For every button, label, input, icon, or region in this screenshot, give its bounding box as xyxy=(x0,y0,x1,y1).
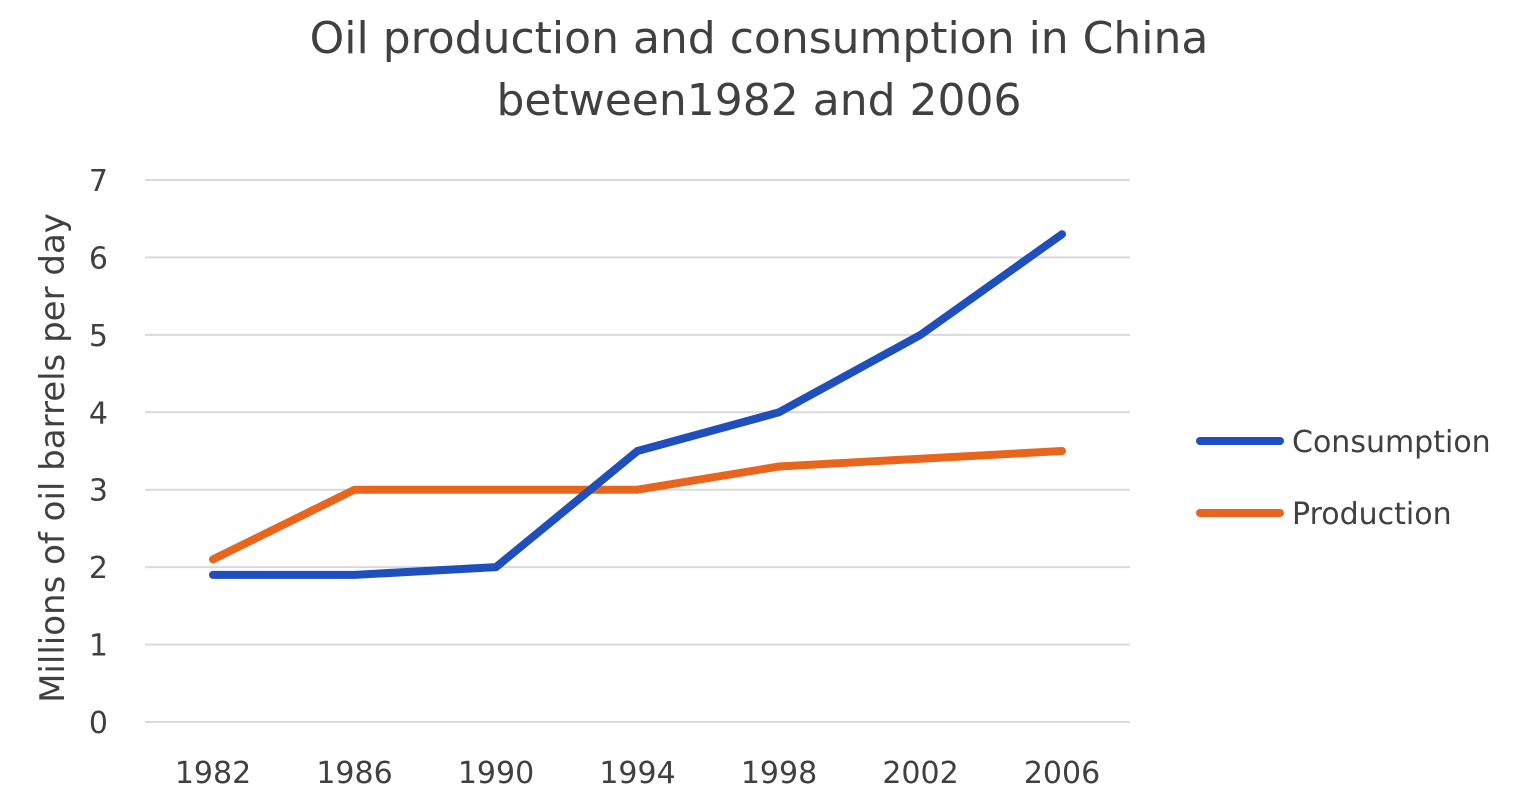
legend-label: Production xyxy=(1292,497,1452,532)
series-line-consumption xyxy=(209,230,1066,579)
y-tick-label: 1 xyxy=(89,629,108,664)
x-tick-label: 1998 xyxy=(741,756,817,791)
x-tick-label: 1982 xyxy=(175,756,251,791)
y-tick-label: 2 xyxy=(89,551,108,586)
y-tick-label: 3 xyxy=(89,474,108,509)
y-tick-label: 6 xyxy=(89,241,108,276)
x-axis-ticks: 1982 1986 1990 1994 1998 2002 2006 xyxy=(175,756,1100,791)
series-lines xyxy=(209,230,1066,579)
chart-title-line-1: Oil production and consumption in China xyxy=(309,13,1209,64)
y-tick-label: 4 xyxy=(89,396,108,431)
legend-label: Consumption xyxy=(1292,425,1491,460)
x-tick-label: 1994 xyxy=(599,756,675,791)
chart-title-line-2: between1982 and 2006 xyxy=(496,75,1022,126)
x-tick-label: 2002 xyxy=(882,756,958,791)
y-axis-ticks: 0 1 2 3 4 5 6 7 xyxy=(89,164,108,741)
x-tick-label: 1986 xyxy=(316,756,392,791)
legend-item-production: Production xyxy=(1196,497,1452,532)
legend-item-consumption: Consumption xyxy=(1196,425,1491,460)
series-line-production xyxy=(209,447,1066,564)
y-tick-label: 0 xyxy=(89,706,108,741)
x-tick-label: 1990 xyxy=(458,756,534,791)
y-axis-label: Millions of oil barrels per day xyxy=(33,213,73,703)
gridlines xyxy=(145,179,1130,723)
legend: Consumption Production xyxy=(1196,425,1491,532)
y-tick-label: 7 xyxy=(89,164,108,199)
x-tick-label: 2006 xyxy=(1024,756,1100,791)
y-tick-label: 5 xyxy=(89,319,108,354)
